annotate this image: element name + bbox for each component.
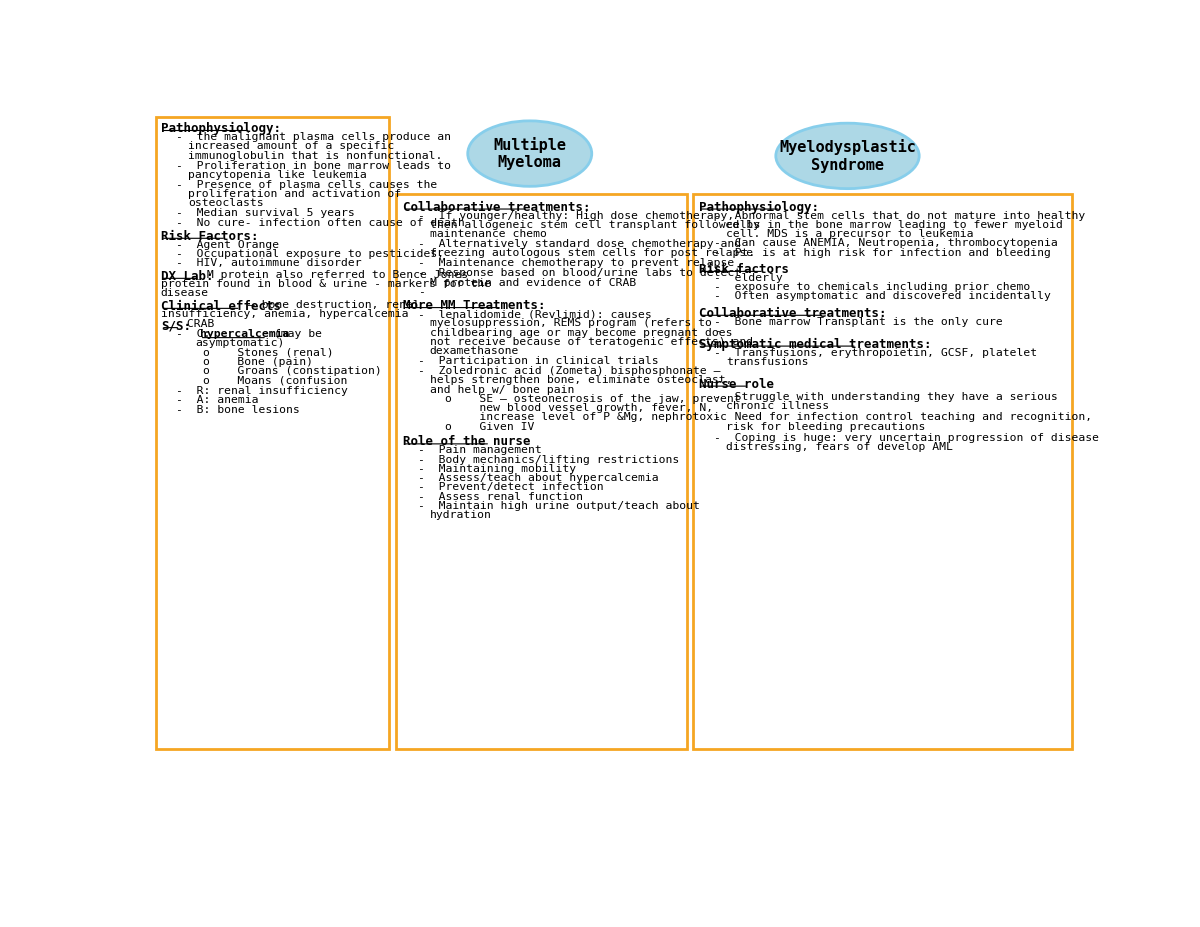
Text: -  Transfusions, erythropoietin, GCSF, platelet: - Transfusions, erythropoietin, GCSF, pl… [714,348,1037,358]
Text: o    Bone (pain): o Bone (pain) [204,357,313,367]
Text: -  the malignant plasma cells produce an: - the malignant plasma cells produce an [176,132,451,142]
Text: -  Prevent/detect infection: - Prevent/detect infection [418,482,604,492]
Text: -  Response based on blood/urine labs to detect: - Response based on blood/urine labs to … [418,268,742,278]
Text: -  C:: - C: [176,329,217,339]
Text: -  Pt. is at high risk for infection and bleeding: - Pt. is at high risk for infection and … [714,248,1051,258]
Text: o    Groans (constipation): o Groans (constipation) [204,366,383,376]
Text: -  Agent Orange: - Agent Orange [176,240,280,250]
Text: asymptomatic): asymptomatic) [196,338,286,349]
Text: Role of the nurse: Role of the nurse [403,436,530,449]
Text: -  lenalidomide (Revlimid): causes: - lenalidomide (Revlimid): causes [418,309,652,319]
Text: transfusions: transfusions [726,357,809,367]
Text: -  R: renal insufficiency: - R: renal insufficiency [176,387,348,396]
Text: -  Struggle with understanding they have a serious: - Struggle with understanding they have … [714,391,1058,401]
Text: myelosuppression, REMS program (refers to: myelosuppression, REMS program (refers t… [430,318,712,328]
FancyBboxPatch shape [692,195,1073,749]
Text: -  Participation in clinical trials: - Participation in clinical trials [418,356,659,366]
Text: -  Maintain high urine output/teach about: - Maintain high urine output/teach about [418,501,700,511]
Text: new blood vessel growth, fever, N,: new blood vessel growth, fever, N, [445,403,714,413]
Text: freezing autologous stem cells for post relapse: freezing autologous stem cells for post … [430,248,752,259]
Text: Pathophysiology:: Pathophysiology: [698,200,818,213]
Ellipse shape [776,123,919,188]
Text: Collaborative treatments:: Collaborative treatments: [403,200,590,213]
Text: increase level of P &Mg, nephrotoxic: increase level of P &Mg, nephrotoxic [445,413,727,423]
FancyBboxPatch shape [396,195,688,749]
Text: -: - [714,326,721,337]
Text: not receive because of teratogenic effects) and: not receive because of teratogenic effec… [430,337,752,347]
Text: -  exposure to chemicals including prior chemo: - exposure to chemicals including prior … [714,282,1031,292]
Text: cells in the bone marrow leading to fewer myeloid: cells in the bone marrow leading to fewe… [726,220,1063,230]
Text: cell. MDS is a precursor to leukemia: cell. MDS is a precursor to leukemia [726,229,973,239]
Text: Nurse role: Nurse role [698,377,774,390]
Text: hypercalcemia: hypercalcemia [199,329,289,339]
Text: hydration: hydration [430,510,492,520]
Ellipse shape [468,121,592,186]
Text: chronic illness: chronic illness [726,400,829,411]
Text: childbearing age or may become pregnant does: childbearing age or may become pregnant … [430,327,732,337]
Text: -  Maintenance chemotherapy to prevent relapse: - Maintenance chemotherapy to prevent re… [418,259,734,268]
Text: -  Bone marrow Transplant is the only cure: - Bone marrow Transplant is the only cur… [714,317,1003,327]
Text: pancytopenia like leukemia: pancytopenia like leukemia [188,170,367,180]
Text: helps strengthen bone, eliminate osteoclast,: helps strengthen bone, eliminate osteocl… [430,375,732,386]
Text: -  Coping is huge: very uncertain progression of disease: - Coping is huge: very uncertain progres… [714,433,1099,443]
Text: -  If younger/healthy: High dose chemotherapy,: - If younger/healthy: High dose chemothe… [418,210,734,221]
Text: S/S:: S/S: [161,319,191,332]
Text: DX Lab:: DX Lab: [161,270,214,283]
Text: -  Median survival 5 years: - Median survival 5 years [176,209,355,218]
Text: CRAB: CRAB [180,319,215,329]
Text: -  Body mechanics/lifting restrictions: - Body mechanics/lifting restrictions [418,454,679,464]
Text: (may be: (may be [268,329,322,339]
Text: Risk factors: Risk factors [698,263,797,276]
Text: -  B: bone lesions: - B: bone lesions [176,404,300,414]
Text: protein found in blood & urine - markers for the: protein found in blood & urine - markers… [161,279,491,289]
Text: Clinical effects: Clinical effects [161,300,281,313]
Text: Pathophysiology:: Pathophysiology: [161,122,281,135]
Text: -  A: anemia: - A: anemia [176,396,259,405]
Text: M protein also referred to Bence Jones: M protein also referred to Bence Jones [199,270,468,280]
Text: -  No cure- infection often cause of death: - No cure- infection often cause of deat… [176,218,466,228]
Text: Symptomatic medical treatments:: Symptomatic medical treatments: [698,337,931,350]
Text: osteoclasts: osteoclasts [188,198,264,209]
Text: -  Pain management: - Pain management [418,445,542,455]
Text: dexamethasone: dexamethasone [430,346,520,356]
Text: Myelodysplastic
Syndrome: Myelodysplastic Syndrome [779,139,916,172]
Text: immunoglobulin that is nonfunctional.: immunoglobulin that is nonfunctional. [188,150,443,160]
Text: o    SE – osteonecrosis of the jaw, prevent: o SE – osteonecrosis of the jaw, prevent [445,394,740,404]
Text: -  Can cause ANEMIA, Neutropenia, thrombocytopenia: - Can cause ANEMIA, Neutropenia, thrombo… [714,238,1058,248]
Text: maintenance chemo: maintenance chemo [430,229,547,239]
Text: -  Occupational exposure to pesticides,: - Occupational exposure to pesticides, [176,249,444,259]
Text: -  HIV, autoimmune disorder: - HIV, autoimmune disorder [176,259,362,268]
Text: M protein and evidence of CRAB: M protein and evidence of CRAB [430,277,636,287]
Text: disease: disease [161,288,209,298]
Text: More MM Treatments:: More MM Treatments: [403,299,545,312]
Text: proliferation and activation of: proliferation and activation of [188,189,401,199]
FancyBboxPatch shape [156,118,389,749]
Text: insufficiency, anemia, hypercalcemia: insufficiency, anemia, hypercalcemia [161,309,408,319]
Text: -  Maintaining mobility: - Maintaining mobility [418,464,576,474]
Text: -  elderly: - elderly [714,273,782,283]
Text: and help w/ bone pain: and help w/ bone pain [430,385,574,395]
Text: -  Need for infection control teaching and recognition,: - Need for infection control teaching an… [714,413,1092,423]
Text: -  Zoledronic acid (Zometa) bisphosphonate –: - Zoledronic acid (Zometa) bisphosphonat… [418,366,721,376]
Text: then allogeneic stem cell transplant followed by: then allogeneic stem cell transplant fol… [430,220,760,230]
Text: – bone destruction, renal: – bone destruction, renal [241,300,420,310]
Text: -: - [418,287,425,298]
Text: o    Stones (renal): o Stones (renal) [204,348,334,358]
Text: -  Assess/teach about hypercalcemia: - Assess/teach about hypercalcemia [418,473,659,483]
Text: -  Often asymptomatic and discovered incidentally: - Often asymptomatic and discovered inci… [714,291,1051,301]
Text: -  Proliferation in bone marrow leads to: - Proliferation in bone marrow leads to [176,160,451,171]
Text: -  Assess renal function: - Assess renal function [418,491,583,502]
Text: risk for bleeding precautions: risk for bleeding precautions [726,422,925,432]
Text: distressing, fears of develop AML: distressing, fears of develop AML [726,442,953,452]
Text: o    Given IV: o Given IV [445,422,535,432]
Text: o    Moans (confusion: o Moans (confusion [204,375,348,386]
Text: Multiple
Myeloma: Multiple Myeloma [493,137,566,171]
Text: -  Abnormal stem cells that do not mature into healthy: - Abnormal stem cells that do not mature… [714,210,1086,221]
Text: -  Alternatively standard dose chemotherapy and: - Alternatively standard dose chemothera… [418,239,742,249]
Text: Collaborative treatments:: Collaborative treatments: [698,307,886,320]
Text: Risk Factors:: Risk Factors: [161,230,258,243]
Text: increased amount of a specific: increased amount of a specific [188,141,395,151]
Text: -  Presence of plasma cells causes the: - Presence of plasma cells causes the [176,180,438,190]
